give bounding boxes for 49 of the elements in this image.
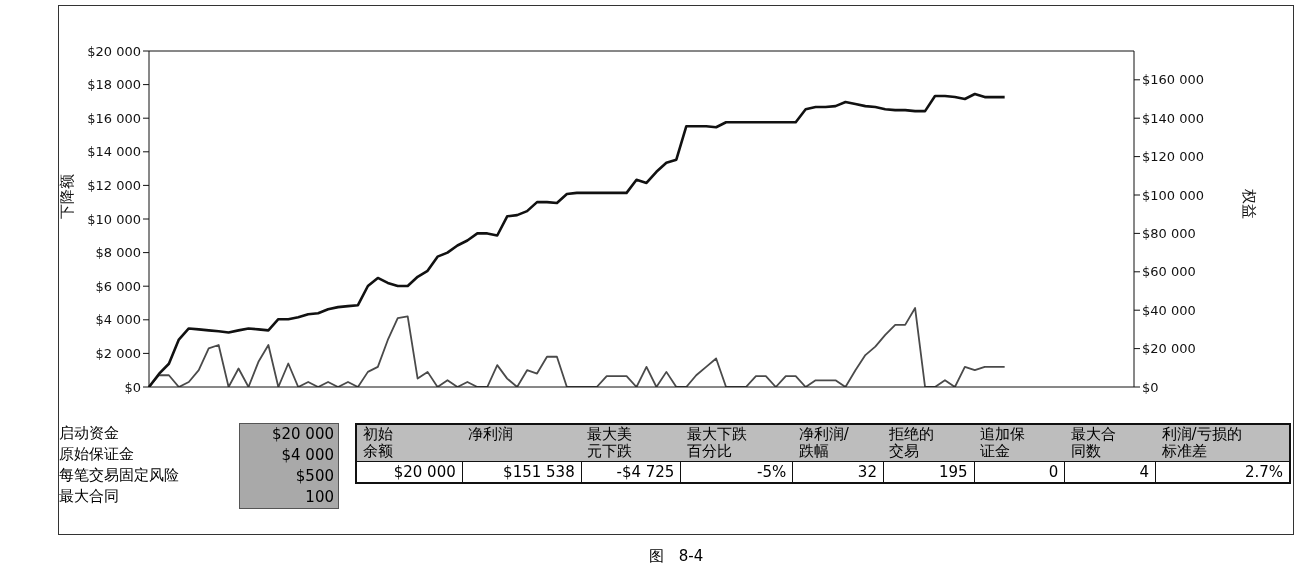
text: 2.7% <box>1244 463 1283 481</box>
y2-tick-label: $60 000 <box>1142 264 1196 280</box>
category-label: 最大美元下跌 <box>587 425 634 460</box>
category-label: 追加保证金 <box>980 425 1027 460</box>
y2-tick-label: $120 000 <box>1142 149 1205 165</box>
text: 4 <box>1139 463 1150 481</box>
category-label: $20 000 <box>271 425 334 443</box>
y2-tick-label: $140 000 <box>1142 110 1205 126</box>
text: -$4 725 <box>616 463 675 481</box>
category-label: 最大合同数 <box>1070 425 1117 460</box>
category-label: 原始保证金 <box>59 445 134 463</box>
y2-tick-label: $100 000 <box>1142 187 1205 203</box>
y-tick-label: $10 000 <box>87 211 141 227</box>
category-label: 最大合同 <box>59 487 119 505</box>
category-label: 初始余额 <box>363 425 394 460</box>
y-tick-label: $0 <box>124 379 141 395</box>
y2-tick-label: $40 000 <box>1142 302 1196 318</box>
category-label: 每笔交易固定风险 <box>59 466 179 484</box>
y2-tick-label: $80 000 <box>1142 226 1196 242</box>
category-label: 利润/亏损的标准差 <box>1161 425 1243 460</box>
text: $151 538 <box>503 463 575 481</box>
text: 32 <box>857 463 877 481</box>
y-tick-label: $12 000 <box>87 178 141 194</box>
y-tick-label: $14 000 <box>87 144 141 160</box>
y2-tick-label: $20 000 <box>1142 341 1196 357</box>
text: -5% <box>757 463 787 481</box>
y2-tick-label: $0 <box>1142 379 1159 395</box>
category-label: 净利润 <box>468 425 515 443</box>
y-tick-label: $20 000 <box>87 43 141 59</box>
text: 195 <box>939 463 968 481</box>
y-tick-label: $2 000 <box>95 346 141 362</box>
y-tick-label: $16 000 <box>87 110 141 126</box>
category-label: 100 <box>305 488 334 506</box>
y2-tick-label: $160 000 <box>1142 72 1205 88</box>
y-axis-title: 下降额 <box>58 174 77 219</box>
category-label: 净利润/跌幅 <box>798 425 850 460</box>
category-label: 最大下跌百分比 <box>686 425 748 460</box>
y2-axis-title: 权益 <box>1239 188 1258 219</box>
text: 0 <box>1048 463 1059 481</box>
category-label: 启动资金 <box>59 424 119 442</box>
y-tick-label: $4 000 <box>95 312 141 328</box>
category-label: 拒绝的交易 <box>889 425 936 460</box>
text: $20 000 <box>393 463 456 481</box>
y-tick-label: $8 000 <box>95 245 141 261</box>
caption: 图 8-4 <box>647 547 705 566</box>
y-tick-label: $18 000 <box>87 77 141 93</box>
y-tick-label: $6 000 <box>95 278 141 294</box>
category-label: $500 <box>295 467 334 485</box>
category-label: $4 000 <box>281 446 334 464</box>
